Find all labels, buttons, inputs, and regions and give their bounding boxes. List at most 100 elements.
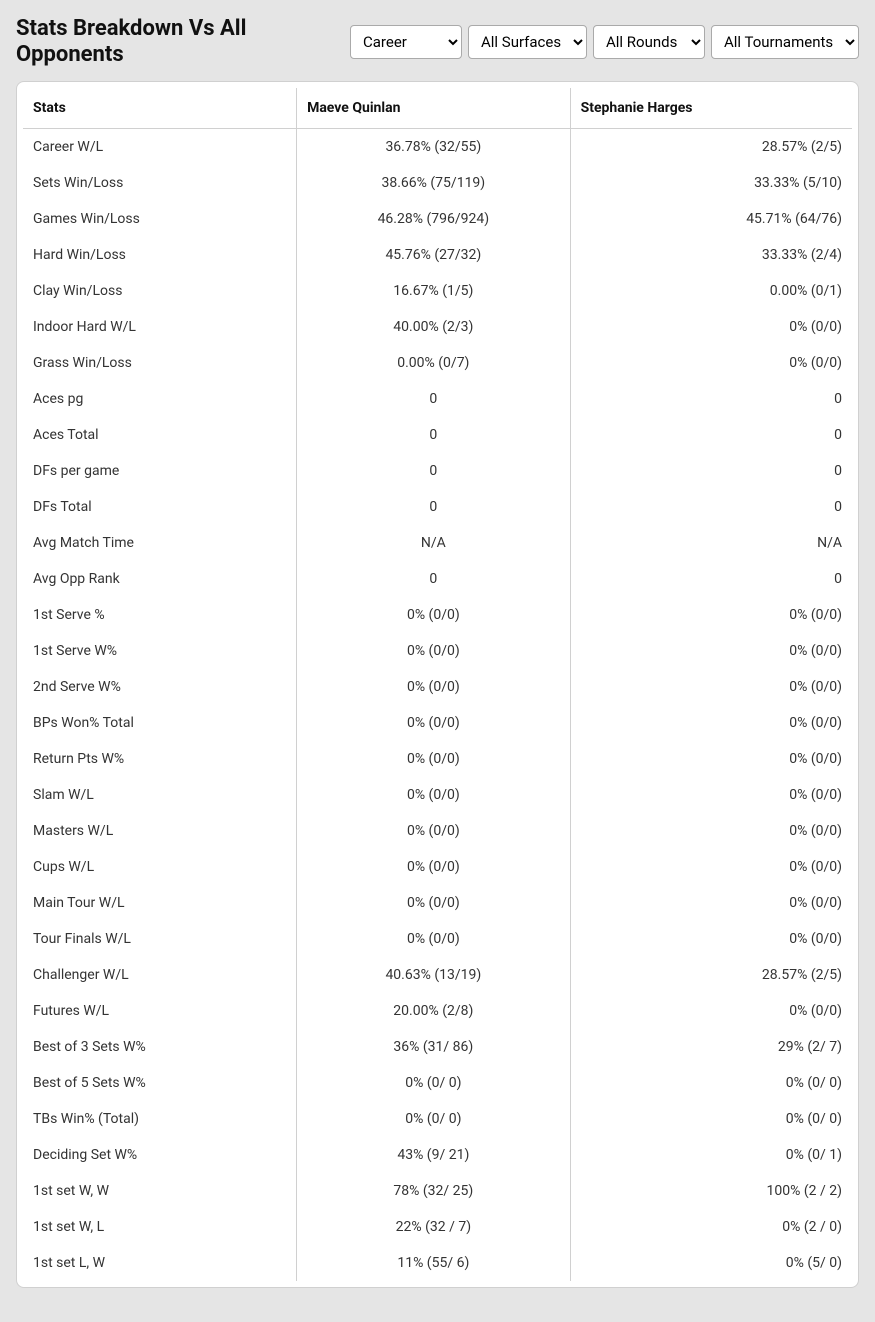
player1-value: 0% (0/0) [297, 633, 571, 669]
table-row: Avg Match TimeN/AN/A [23, 525, 852, 561]
stats-table-card: Stats Maeve Quinlan Stephanie Harges Car… [16, 81, 859, 1288]
table-row: Masters W/L0% (0/0)0% (0/0) [23, 813, 852, 849]
table-row: Career W/L36.78% (32/55)28.57% (2/5) [23, 128, 852, 165]
player1-value: 0% (0/ 0) [297, 1065, 571, 1101]
table-row: Hard Win/Loss45.76% (27/32)33.33% (2/4) [23, 237, 852, 273]
filter-bar: Career All Surfaces All Rounds All Tourn… [350, 25, 859, 59]
player2-value: 0% (0/0) [570, 633, 852, 669]
table-row: 1st set W, L22% (32 / 7)0% (2 / 0) [23, 1209, 852, 1245]
player1-value: 11% (55/ 6) [297, 1245, 571, 1281]
table-row: Clay Win/Loss16.67% (1/5)0.00% (0/1) [23, 273, 852, 309]
player2-value: 0% (0/0) [570, 885, 852, 921]
stat-label: Grass Win/Loss [23, 345, 297, 381]
stat-label: BPs Won% Total [23, 705, 297, 741]
table-row: 1st set L, W11% (55/ 6)0% (5/ 0) [23, 1245, 852, 1281]
player1-value: 38.66% (75/119) [297, 165, 571, 201]
stat-label: Hard Win/Loss [23, 237, 297, 273]
player1-value: 45.76% (27/32) [297, 237, 571, 273]
player1-value: 40.63% (13/19) [297, 957, 571, 993]
player1-value: N/A [297, 525, 571, 561]
table-row: Indoor Hard W/L40.00% (2/3)0% (0/0) [23, 309, 852, 345]
player2-value: 0 [570, 453, 852, 489]
stat-label: Games Win/Loss [23, 201, 297, 237]
player1-value: 78% (32/ 25) [297, 1173, 571, 1209]
player2-value: 0% (0/0) [570, 597, 852, 633]
stat-label: Indoor Hard W/L [23, 309, 297, 345]
player2-value: 28.57% (2/5) [570, 957, 852, 993]
stat-label: Deciding Set W% [23, 1137, 297, 1173]
filter-surface[interactable]: All Surfaces [468, 25, 587, 59]
table-row: DFs Total00 [23, 489, 852, 525]
stat-label: Cups W/L [23, 849, 297, 885]
player2-value: 0% (0/0) [570, 849, 852, 885]
stat-label: DFs Total [23, 489, 297, 525]
table-row: Tour Finals W/L0% (0/0)0% (0/0) [23, 921, 852, 957]
stat-label: Aces Total [23, 417, 297, 453]
player1-value: 0% (0/0) [297, 741, 571, 777]
table-row: Aces Total00 [23, 417, 852, 453]
player1-value: 43% (9/ 21) [297, 1137, 571, 1173]
player1-value: 0.00% (0/7) [297, 345, 571, 381]
col-header-player1: Maeve Quinlan [297, 88, 571, 129]
table-row: Futures W/L20.00% (2/8)0% (0/0) [23, 993, 852, 1029]
player2-value: 100% (2 / 2) [570, 1173, 852, 1209]
table-row: DFs per game00 [23, 453, 852, 489]
player2-value: 0% (0/ 1) [570, 1137, 852, 1173]
table-row: TBs Win% (Total)0% (0/ 0)0% (0/ 0) [23, 1101, 852, 1137]
header: Stats Breakdown Vs All Opponents Career … [0, 0, 875, 81]
player1-value: 22% (32 / 7) [297, 1209, 571, 1245]
table-row: Sets Win/Loss38.66% (75/119)33.33% (5/10… [23, 165, 852, 201]
table-row: 1st set W, W78% (32/ 25)100% (2 / 2) [23, 1173, 852, 1209]
stat-label: Aces pg [23, 381, 297, 417]
player1-value: 36.78% (32/55) [297, 128, 571, 165]
table-row: Cups W/L0% (0/0)0% (0/0) [23, 849, 852, 885]
table-row: Avg Opp Rank00 [23, 561, 852, 597]
filter-round[interactable]: All Rounds [593, 25, 705, 59]
stat-label: Slam W/L [23, 777, 297, 813]
table-row: Main Tour W/L0% (0/0)0% (0/0) [23, 885, 852, 921]
table-row: Challenger W/L40.63% (13/19)28.57% (2/5) [23, 957, 852, 993]
player2-value: 0.00% (0/1) [570, 273, 852, 309]
table-row: 1st Serve W%0% (0/0)0% (0/0) [23, 633, 852, 669]
stat-label: DFs per game [23, 453, 297, 489]
player1-value: 40.00% (2/3) [297, 309, 571, 345]
stat-label: 1st set L, W [23, 1245, 297, 1281]
page-title: Stats Breakdown Vs All Opponents [16, 16, 350, 69]
stat-label: Tour Finals W/L [23, 921, 297, 957]
col-header-stats: Stats [23, 88, 297, 129]
table-row: BPs Won% Total0% (0/0)0% (0/0) [23, 705, 852, 741]
table-row: Grass Win/Loss0.00% (0/7)0% (0/0) [23, 345, 852, 381]
player1-value: 0% (0/0) [297, 777, 571, 813]
filter-tournament[interactable]: All Tournaments [711, 25, 859, 59]
player1-value: 0% (0/ 0) [297, 1101, 571, 1137]
player2-value: 29% (2/ 7) [570, 1029, 852, 1065]
player1-value: 0 [297, 489, 571, 525]
player1-value: 0 [297, 417, 571, 453]
player2-value: 0% (0/0) [570, 993, 852, 1029]
table-header-row: Stats Maeve Quinlan Stephanie Harges [23, 88, 852, 129]
stat-label: Return Pts W% [23, 741, 297, 777]
player1-value: 0% (0/0) [297, 597, 571, 633]
player2-value: 45.71% (64/76) [570, 201, 852, 237]
stats-tbody: Career W/L36.78% (32/55)28.57% (2/5)Sets… [23, 128, 852, 1281]
player2-value: 33.33% (2/4) [570, 237, 852, 273]
player1-value: 0 [297, 381, 571, 417]
player1-value: 0 [297, 561, 571, 597]
player2-value: N/A [570, 525, 852, 561]
filter-period[interactable]: Career [350, 25, 462, 59]
stat-label: 1st Serve % [23, 597, 297, 633]
stat-label: TBs Win% (Total) [23, 1101, 297, 1137]
player1-value: 0% (0/0) [297, 813, 571, 849]
player2-value: 0% (0/0) [570, 813, 852, 849]
table-row: Best of 5 Sets W%0% (0/ 0)0% (0/ 0) [23, 1065, 852, 1101]
stat-label: Career W/L [23, 128, 297, 165]
player1-value: 0% (0/0) [297, 885, 571, 921]
col-header-player2: Stephanie Harges [570, 88, 852, 129]
player2-value: 0% (0/0) [570, 669, 852, 705]
player1-value: 46.28% (796/924) [297, 201, 571, 237]
player1-value: 20.00% (2/8) [297, 993, 571, 1029]
player2-value: 0 [570, 381, 852, 417]
player2-value: 0% (0/0) [570, 705, 852, 741]
player2-value: 0% (2 / 0) [570, 1209, 852, 1245]
stat-label: 1st set W, W [23, 1173, 297, 1209]
